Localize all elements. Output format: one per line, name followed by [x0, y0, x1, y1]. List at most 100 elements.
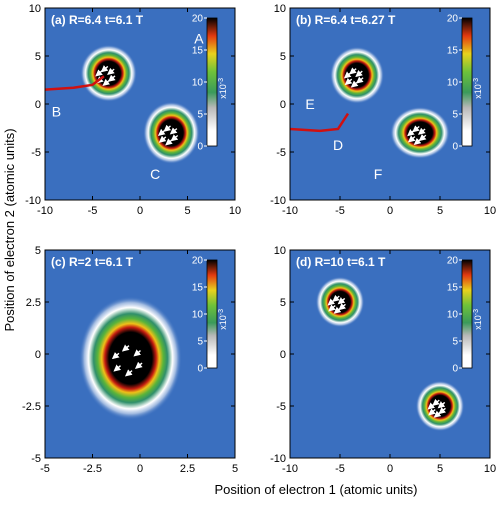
x-tick-label: 0 [137, 463, 143, 475]
y-tick-label: 0 [280, 349, 286, 361]
y-tick-label: -10 [270, 453, 286, 465]
colorbar-tick-label: 5 [197, 110, 203, 121]
x-tick-label: 10 [229, 205, 241, 217]
y-tick-label: 0 [35, 349, 41, 361]
colorbar-unit-base: x10 [218, 315, 228, 330]
colorbar-tick-label: 20 [447, 256, 459, 267]
x-tick-label: 10 [484, 205, 496, 217]
x-tick-label: 0 [387, 463, 393, 475]
flux-arrow [413, 137, 422, 145]
x-tick-label: -5 [88, 205, 98, 217]
x-tick-label: 5 [437, 205, 443, 217]
y-tick-label: -10 [25, 195, 41, 207]
y-tick-label: 2.5 [26, 297, 41, 309]
flux-arrow [428, 408, 436, 416]
y-axis-label: Position of electron 2 (atomic units) [2, 128, 17, 331]
colorbar-tick-label: 10 [192, 310, 204, 321]
x-axis-label: Position of electron 1 (atomic units) [214, 482, 417, 497]
colorbar-tick-label: 5 [452, 110, 458, 121]
x-tick-label: 2.5 [180, 463, 195, 475]
colorbar-unit-exponent: -3 [218, 309, 225, 315]
y-tick-label: 5 [35, 51, 41, 63]
x-tick-label: 5 [437, 463, 443, 475]
panel-plot-area [290, 250, 490, 458]
y-tick-label: 10 [274, 245, 286, 257]
flux-arrow [169, 127, 178, 135]
colorbar-tick-label: 5 [452, 337, 458, 348]
x-tick-label: 5 [232, 463, 238, 475]
y-tick-label: 5 [35, 245, 41, 257]
colorbar-tick-label: 10 [447, 78, 459, 89]
x-tick-label: -5 [40, 463, 50, 475]
x-tick-label: 0 [387, 205, 393, 217]
y-tick-label: -10 [270, 195, 286, 207]
colorbar [206, 17, 218, 147]
flux-arrow [412, 125, 420, 133]
panel-b: (b) R=6.4 t=6.27 T E D F -10 -5 0 5 10 -10 -5 0 5 10 0… [270, 3, 496, 217]
y-tick-label: 5 [280, 51, 286, 63]
colorbar-tick-label: 0 [197, 364, 203, 375]
colorbar-tick-label: 15 [447, 46, 459, 57]
colorbar-unit-base: x10 [218, 84, 228, 99]
flux-arrow [121, 344, 130, 352]
y-tick-label: -2.5 [22, 401, 41, 413]
flux-arrow [111, 352, 120, 360]
colorbar-unit-label: x10-3 [473, 78, 484, 99]
colorbar-unit-label: x10-3 [473, 309, 484, 330]
colorbar-tick-label: 0 [452, 364, 458, 375]
colorbar-tick-label: 5 [197, 337, 203, 348]
flux-arrow [437, 401, 446, 409]
flux-arrow [328, 304, 336, 312]
flux-arrow [333, 306, 342, 314]
colorbar-tick-label: 20 [192, 14, 204, 25]
flux-arrow [407, 135, 416, 143]
x-tick-label: -2.5 [83, 463, 102, 475]
flux-arrow [163, 124, 172, 132]
panel-label: (c) R=2 t=6.1 T [51, 255, 134, 269]
flux-arrow [355, 69, 363, 78]
y-tick-label: 10 [274, 3, 286, 15]
y-tick-label: 5 [280, 297, 286, 309]
panel-background [290, 8, 490, 200]
flux-arrow [100, 65, 109, 73]
flux-arrow [349, 67, 357, 75]
flux-arrow [337, 297, 346, 305]
x-tick-label: 0 [137, 205, 143, 217]
annotation-label: E [305, 96, 314, 112]
y-tick-label: 10 [29, 3, 41, 15]
colorbar-unit-exponent: -3 [473, 309, 480, 315]
flux-arrow [433, 410, 442, 418]
colorbar-tick-label: 15 [447, 283, 459, 294]
colorbar-unit-label: x10-3 [218, 309, 229, 330]
flux-arrow [417, 127, 426, 135]
x-tick-label: -10 [37, 205, 53, 217]
flux-arrow [113, 364, 122, 372]
flux-arrow [158, 135, 167, 143]
flux-arrow [332, 294, 340, 303]
panel-plot-area [45, 8, 235, 200]
x-tick-label: 5 [184, 205, 190, 217]
colorbar [461, 259, 473, 369]
density-peak [79, 296, 182, 420]
panel-label: (b) R=6.4 t=6.27 T [296, 13, 396, 27]
annotation-label: F [374, 166, 383, 182]
y-tick-label: 0 [35, 99, 41, 111]
colorbar-tick-label: 15 [192, 283, 204, 294]
colorbar [461, 17, 473, 147]
colorbar-unit-base: x10 [473, 84, 483, 99]
flux-arrow [350, 80, 359, 88]
annotation-label: B [52, 103, 61, 119]
panel-background [45, 8, 235, 200]
panel-label: (a) R=6.4 t=6.1 T [51, 13, 144, 27]
annotation-label: D [333, 137, 343, 153]
colorbar-unit-base: x10 [473, 315, 483, 330]
colorbar-tick-label: 15 [192, 46, 204, 57]
colorbar-tick-label: 10 [447, 310, 459, 321]
flux-arrow [432, 398, 440, 407]
annotation-label: A [194, 31, 204, 47]
panel-label: (d) R=10 t=6.1 T [296, 255, 386, 269]
flux-arrow [107, 67, 115, 76]
x-tick-label: -5 [335, 463, 345, 475]
panel-background [290, 250, 490, 458]
panel-d: (d) R=10 t=6.1 T -10 -5 0 5 10 -10 -5 0 5 10 0 5 10 15… [270, 245, 496, 475]
